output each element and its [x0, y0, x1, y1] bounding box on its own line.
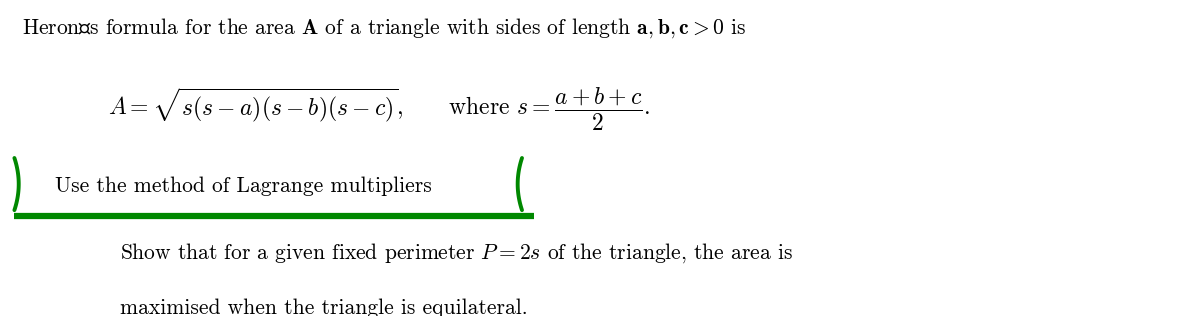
- Text: Heron’s formula for the area $\mathbf{A}$ of a triangle with sides of length $\m: Heron’s formula for the area $\mathbf{A}…: [22, 16, 746, 40]
- Text: maximised when the triangle is equilateral.: maximised when the triangle is equilater…: [120, 299, 528, 316]
- Text: Use the method of Lagrange multipliers: Use the method of Lagrange multipliers: [55, 177, 432, 197]
- Text: $A = \sqrt{s(s-a)(s-b)(s-c)},\qquad \text{where } s = \dfrac{a+b+c}{2}.$: $A = \sqrt{s(s-a)(s-b)(s-c)},\qquad \tex…: [108, 85, 650, 133]
- Text: Show that for a given fixed perimeter $P = 2s$ of the triangle, the area is: Show that for a given fixed perimeter $P…: [120, 242, 793, 265]
